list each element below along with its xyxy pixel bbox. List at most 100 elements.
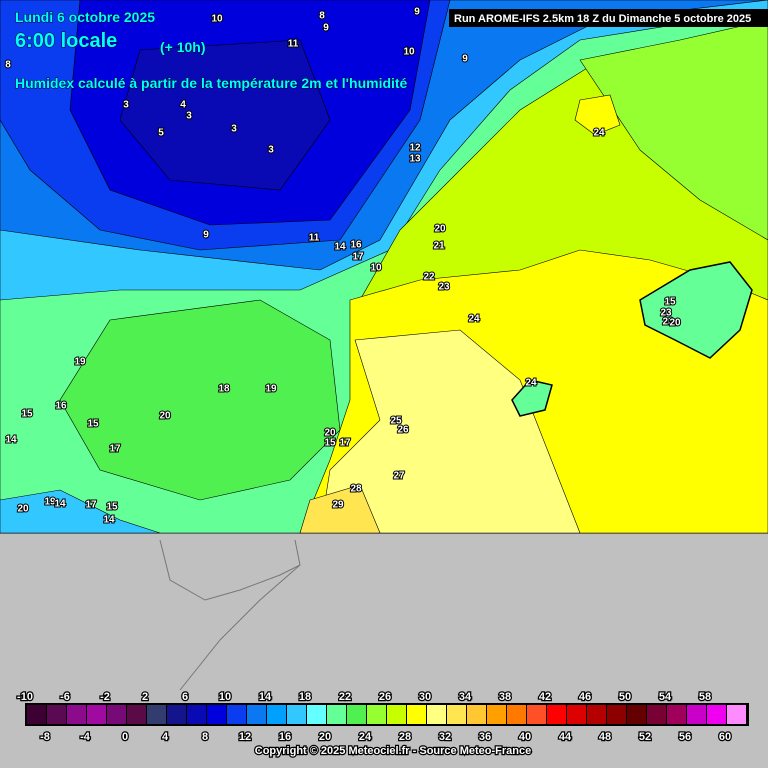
scale-swatch	[547, 705, 566, 724]
contour-label: 19	[265, 384, 277, 395]
scale-swatch	[247, 705, 266, 724]
contour-label: 11	[309, 233, 320, 244]
run-info: Run AROME-IFS 2.5km 18 Z du Dimanche 5 o…	[454, 13, 751, 25]
contour-label: 9	[203, 230, 209, 241]
contour-label: 23	[438, 282, 450, 293]
scale-swatch	[87, 705, 106, 724]
scale-label: -4	[80, 731, 91, 743]
scale-swatch	[447, 705, 466, 724]
scale-swatch	[387, 705, 406, 724]
contour-label: 4	[180, 100, 186, 111]
scale-swatch	[707, 705, 726, 724]
contour-label: 3	[268, 145, 274, 156]
scale-swatch	[667, 705, 686, 724]
contour-label: 9	[462, 54, 468, 65]
scale-swatch	[207, 705, 226, 724]
scale-swatch	[567, 705, 586, 724]
scale-swatch	[287, 705, 306, 724]
scale-swatch	[107, 705, 126, 724]
scale-swatch	[507, 705, 526, 724]
description: Humidex calculé à partir de la températu…	[15, 75, 408, 91]
scale-label: -2	[100, 691, 110, 703]
scale-swatch	[327, 705, 346, 724]
contour-label: 15	[87, 419, 99, 430]
scale-label: 46	[579, 691, 591, 703]
scale-label: 0	[122, 731, 128, 743]
scale-label: 14	[259, 691, 272, 703]
scale-swatch	[427, 705, 446, 724]
scale-swatch	[527, 705, 546, 724]
contour-label: 23	[660, 308, 672, 319]
contour-label: 17	[109, 444, 121, 455]
contour-label: 13	[409, 154, 421, 165]
scale-label: 10	[219, 691, 231, 703]
contour-label: 10	[211, 14, 223, 25]
contour-label: 12	[409, 143, 421, 154]
scale-label: -8	[40, 731, 50, 743]
scale-swatch	[367, 705, 386, 724]
contour-label: 3	[186, 111, 192, 122]
forecast-time: 6:00 locale	[15, 30, 117, 52]
contour-label: 22	[423, 272, 435, 283]
contour-label: 14	[103, 515, 115, 526]
contour-label: 20	[669, 318, 681, 329]
contour-label: 14	[334, 242, 346, 253]
contour-label: 16	[55, 401, 67, 412]
scale-label: 60	[719, 731, 731, 743]
scale-label: 56	[679, 731, 691, 743]
contour-label: 20	[324, 428, 336, 439]
contour-label: 17	[339, 438, 351, 449]
scale-swatch	[687, 705, 706, 724]
contour-label: 3	[123, 100, 129, 111]
scale-label: 4	[162, 731, 169, 743]
contour-label: 11	[288, 39, 299, 50]
scale-swatch	[407, 705, 426, 724]
contour-label: 24	[468, 314, 480, 325]
contour-label: 14	[54, 499, 66, 510]
run-box	[449, 9, 768, 27]
scale-label: 28	[399, 731, 411, 743]
contour-label: 3	[231, 124, 237, 135]
scale-swatch	[147, 705, 166, 724]
scale-swatch	[587, 705, 606, 724]
scale-swatch	[27, 705, 46, 724]
scale-swatch	[727, 705, 746, 724]
contour-label: 10	[403, 47, 415, 58]
scale-label: 26	[379, 691, 391, 703]
scale-label: 18	[299, 691, 311, 703]
contour-label: 19	[44, 497, 56, 508]
scale-swatch	[47, 705, 66, 724]
contour-label: 26	[397, 425, 409, 436]
contour-label: 21	[433, 241, 445, 252]
scale-swatch	[267, 705, 286, 724]
scale-label: 8	[202, 731, 208, 743]
contour-label: 25	[390, 416, 402, 427]
contour-label: 8	[319, 11, 325, 22]
scale-label: 54	[659, 691, 672, 703]
scale-label: 24	[359, 731, 372, 743]
forecast-date: Lundi 6 octobre 2025	[15, 9, 155, 25]
scale-label: 22	[339, 691, 351, 703]
contour-label: 27	[393, 471, 405, 482]
contour-label: 10	[370, 263, 382, 274]
contour-label: 15	[664, 297, 676, 308]
forecast-offset: (+ 10h)	[160, 39, 206, 55]
contour-label: 24	[525, 378, 537, 389]
borders	[159, 539, 301, 691]
scale-label: 44	[559, 731, 572, 743]
scale-label: 2	[142, 691, 148, 703]
contour-label: 9	[323, 23, 329, 34]
scale-label: 16	[279, 731, 291, 743]
contour-label: 16	[350, 240, 362, 251]
scale-label: 6	[182, 691, 188, 703]
scale-swatch	[227, 705, 246, 724]
contour-label: 20	[159, 411, 171, 422]
scale-swatch	[607, 705, 626, 724]
scale-label: 50	[619, 691, 631, 703]
scale-label: 30	[419, 691, 431, 703]
contour-label: 18	[218, 384, 230, 395]
contour-label: 19	[74, 357, 86, 368]
contour-label: 29	[332, 500, 344, 511]
